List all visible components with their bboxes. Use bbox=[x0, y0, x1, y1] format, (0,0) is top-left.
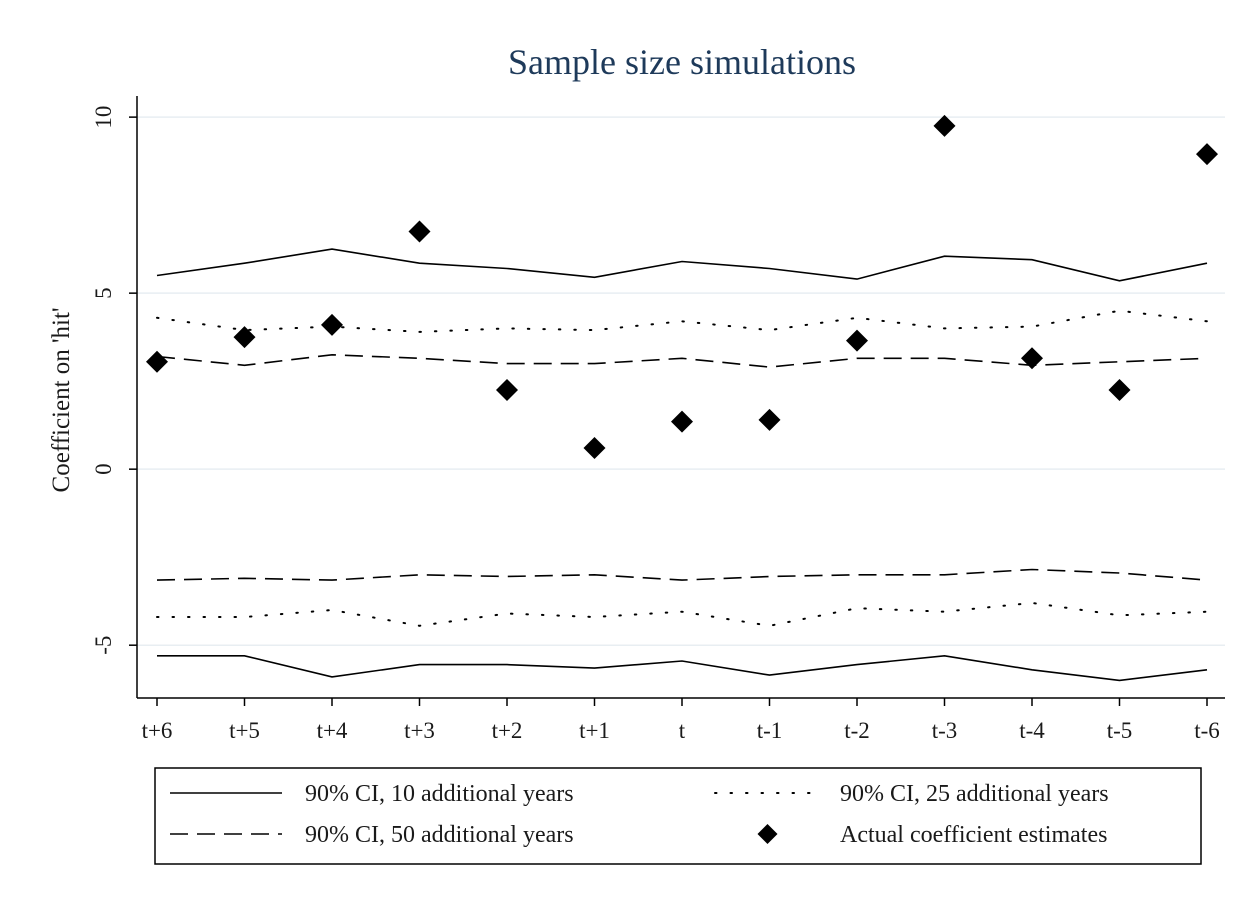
coefficient-point bbox=[1021, 347, 1043, 370]
series-solid-lower-line bbox=[157, 654, 1208, 682]
x-tick-label: t-1 bbox=[757, 718, 783, 743]
y-axis-label: Coefficient on 'hit' bbox=[48, 308, 75, 493]
y-tick-label: 0 bbox=[91, 463, 116, 475]
legend-swatch-diamond bbox=[757, 824, 778, 844]
x-tick-label: t-4 bbox=[1019, 718, 1045, 743]
series-dashed-lower-line bbox=[156, 568, 1208, 581]
x-tick-label: t+4 bbox=[317, 718, 348, 743]
coefficient-point bbox=[233, 326, 256, 349]
x-tick-label: t+5 bbox=[229, 718, 260, 743]
legend-label: 90% CI, 25 additional years bbox=[840, 781, 1109, 807]
series-layer bbox=[146, 114, 1218, 682]
series-dotted-upper-line bbox=[156, 309, 1208, 333]
legend-label: 90% CI, 10 additional years bbox=[305, 781, 574, 807]
x-tick-label: t+6 bbox=[142, 718, 173, 743]
coefficient-point bbox=[1108, 378, 1131, 401]
x-tick-label: t-6 bbox=[1194, 718, 1220, 743]
x-tick-label: t bbox=[679, 718, 686, 743]
legend-label: 90% CI, 50 additional years bbox=[305, 822, 574, 848]
x-tick-label: t-5 bbox=[1107, 718, 1133, 743]
coefficient-point bbox=[758, 408, 781, 431]
coefficient-point bbox=[1196, 143, 1218, 166]
coefficient-point bbox=[408, 220, 431, 243]
x-tick-label: t+1 bbox=[579, 718, 610, 743]
x-tick-label: t-3 bbox=[932, 718, 958, 743]
coefficient-point bbox=[496, 378, 518, 401]
series-dotted-lower-line bbox=[156, 601, 1208, 627]
legend: 90% CI, 10 additional years 90% CI, 25 ad… bbox=[154, 767, 1202, 865]
coefficient-point bbox=[846, 329, 868, 352]
gridlines bbox=[137, 116, 1225, 646]
x-tick-label: t-2 bbox=[844, 718, 870, 743]
coefficient-point bbox=[671, 410, 693, 433]
coefficient-point bbox=[146, 350, 168, 373]
series-dashed-upper-line bbox=[156, 353, 1208, 368]
y-tick-label: 10 bbox=[91, 106, 116, 129]
coefficient-point bbox=[583, 437, 606, 460]
x-tick-label: t+3 bbox=[404, 718, 435, 743]
coefficient-point bbox=[321, 313, 343, 336]
legend-label: Actual coefficient estimates bbox=[840, 822, 1107, 848]
y-tick-label: -5 bbox=[91, 636, 116, 655]
y-tick-label: 5 bbox=[91, 287, 116, 299]
coefficient-point bbox=[933, 114, 956, 137]
series-solid-upper-line bbox=[156, 248, 1208, 282]
legend-box bbox=[154, 767, 1202, 865]
chart-title: Sample size simulations bbox=[508, 42, 856, 82]
axes: 10 5 0 -5 t+6 t+5 t+4 t+3 t+2 t+1 t t-1 t-2 t-3 t-4 t-5… bbox=[91, 96, 1225, 743]
x-tick-label: t+2 bbox=[492, 718, 523, 743]
